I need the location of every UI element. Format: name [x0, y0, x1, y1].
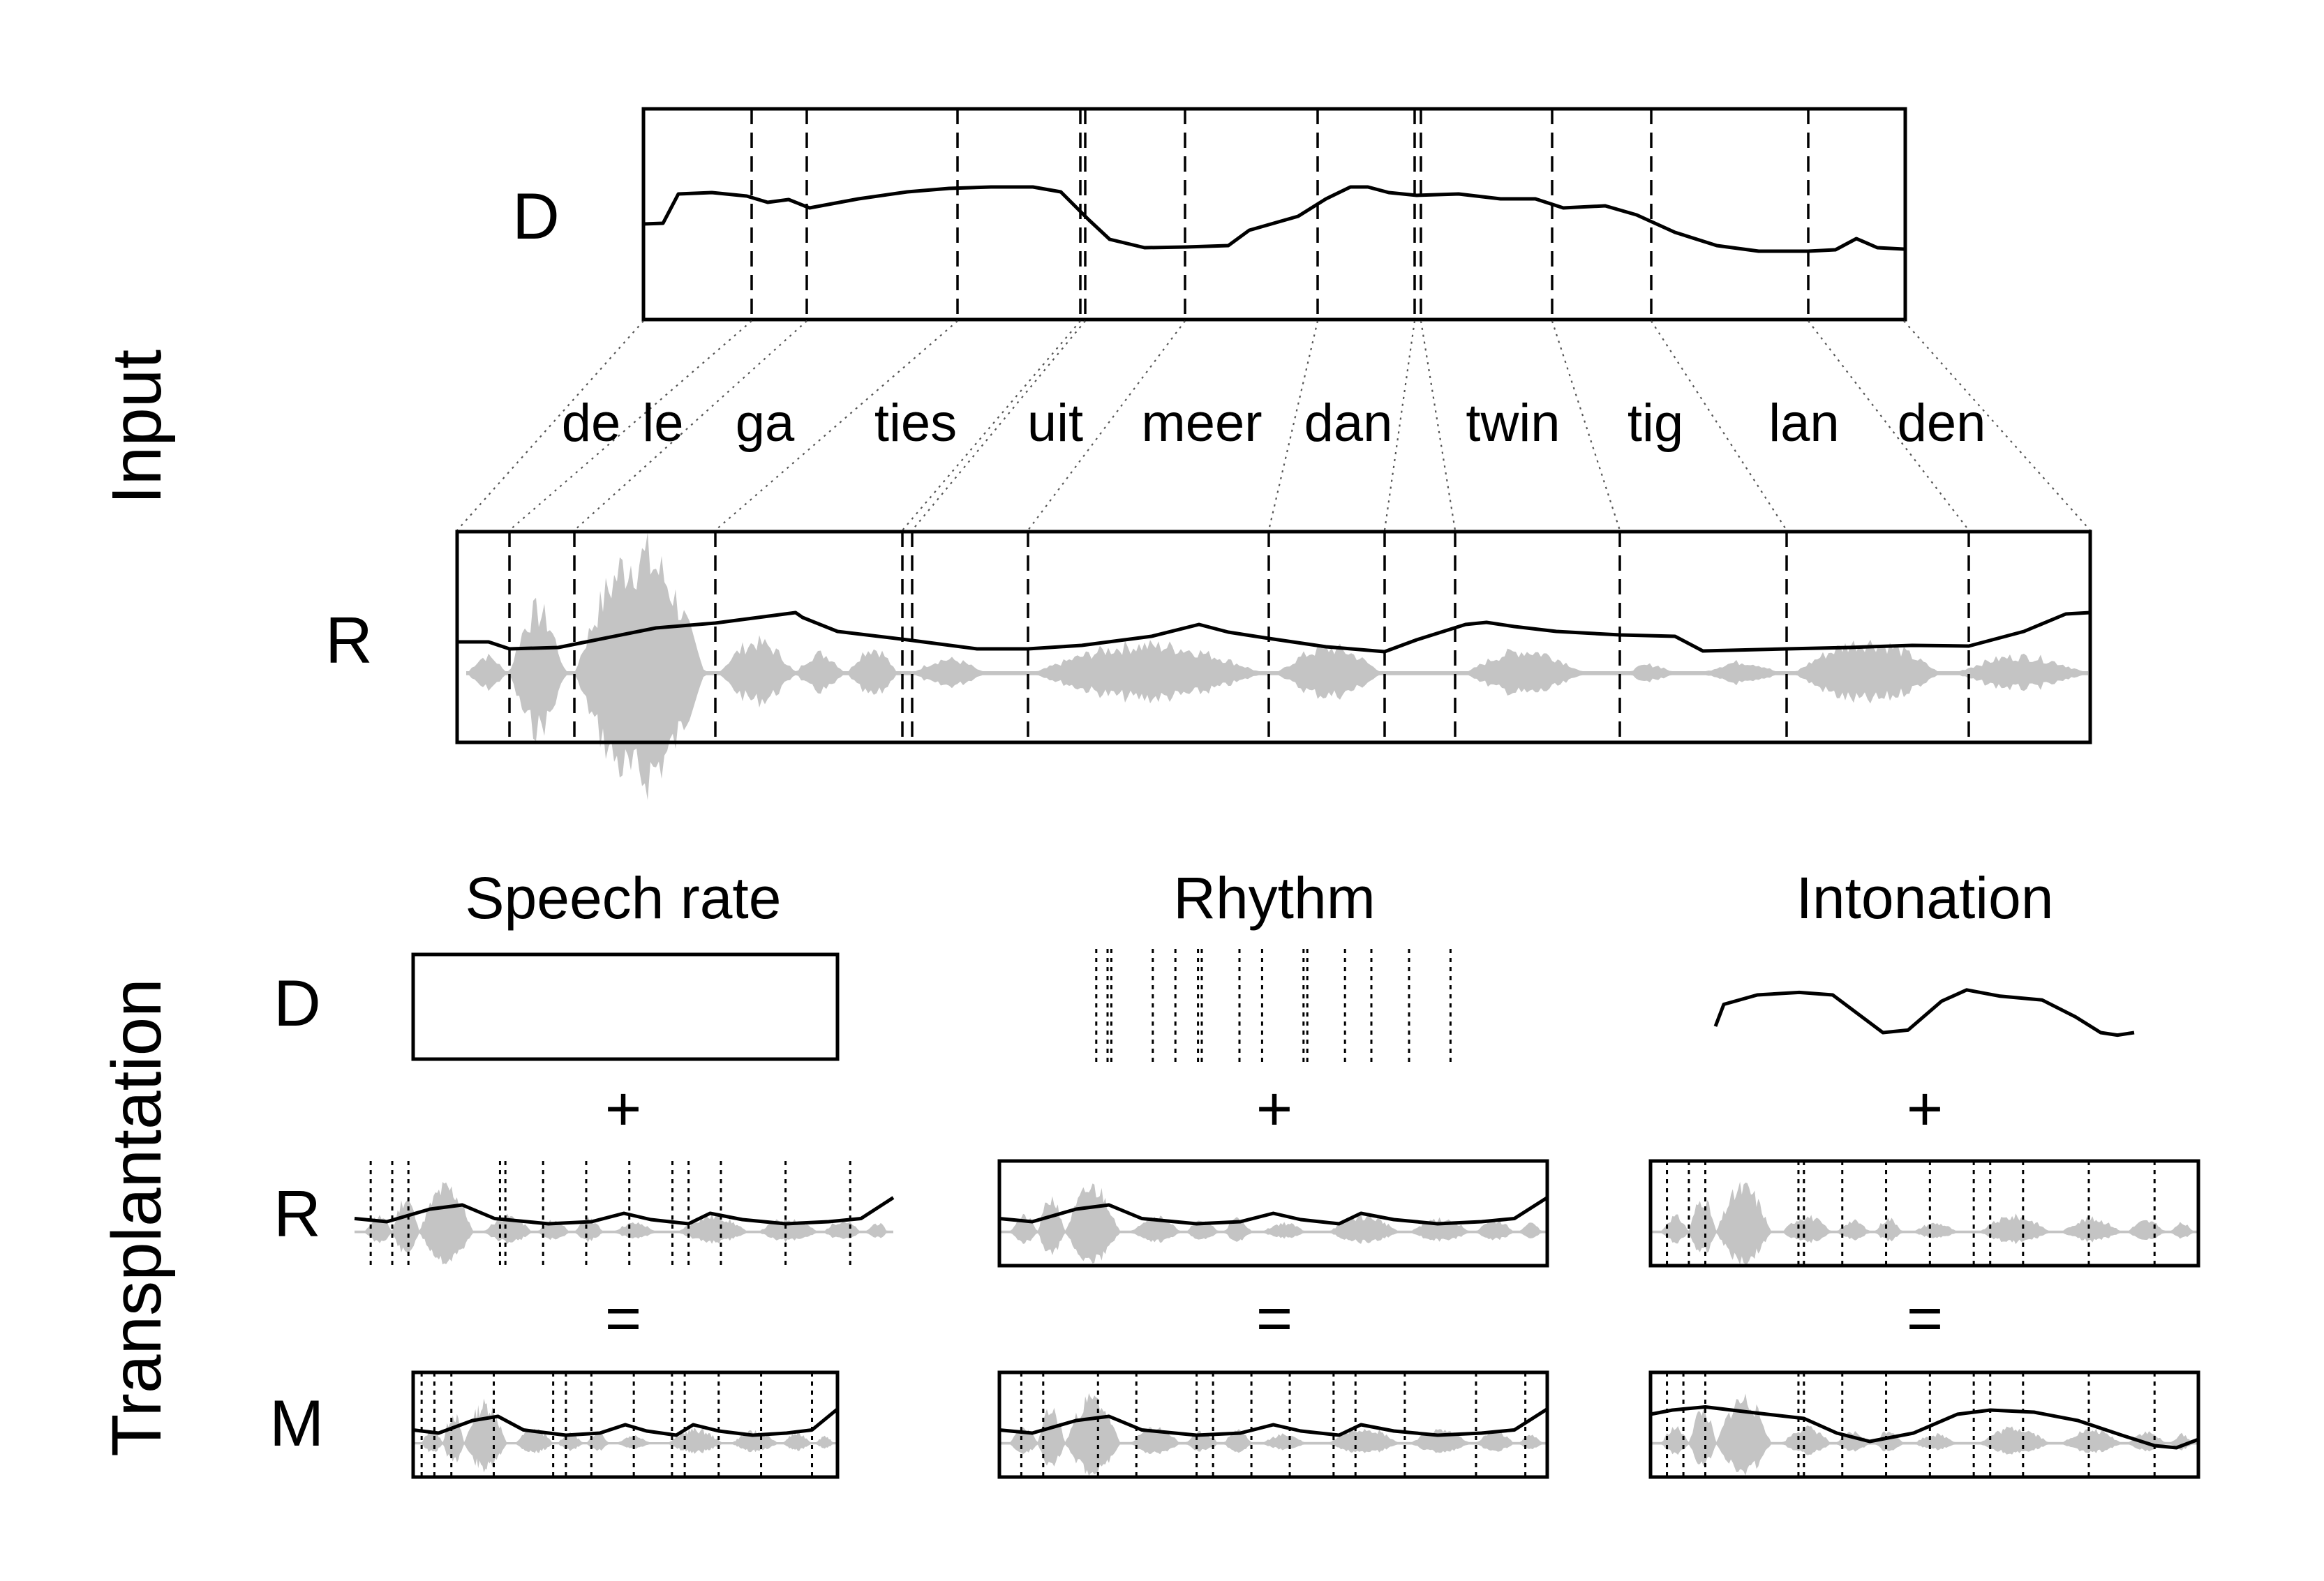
rhythm-title: Rhythm: [1173, 865, 1375, 931]
donor-pitch-contour: [643, 185, 1905, 253]
recipient-panel-frame: [455, 530, 2092, 744]
syllable-labels: de le ga ties uit meer dan twin tig lan den: [562, 394, 1986, 453]
syllable-label: tig: [1627, 394, 1683, 453]
intonation-recipient-frame: [1648, 1159, 2200, 1268]
input-recipient-label: R: [325, 604, 373, 677]
boundary-connector: [1267, 320, 1319, 531]
intonation-equals: =: [1907, 1284, 1944, 1354]
donor-row-label: D: [274, 966, 321, 1040]
input-recipient-panel: [455, 530, 2092, 800]
recipient-waveform: [466, 532, 2088, 800]
speech-rate-donor-frame: [411, 952, 840, 1061]
syllable-label: ga: [736, 394, 795, 453]
input-donor-label: D: [512, 179, 560, 253]
syllable-label: meer: [1141, 394, 1262, 453]
speech-rate-output-frame: [411, 1370, 840, 1479]
transplantation-side-label: Transplantation: [98, 978, 176, 1457]
boundary-connector: [1551, 320, 1621, 531]
rhythm-recipient-pitch: [999, 1196, 1549, 1226]
syllable-label: de: [562, 394, 621, 453]
intonation-donor-pitch: [1713, 988, 2135, 1037]
input-donor-panel: [641, 107, 1907, 322]
syllable-connectors: [456, 320, 2091, 531]
boundary-connector: [509, 320, 752, 531]
boundary-connector: [1903, 320, 2091, 531]
syllable-label: den: [1898, 394, 1986, 453]
manipulated-row-label: M: [269, 1386, 324, 1460]
donor-panel-frame: [641, 107, 1907, 322]
intonation-output-pitch: [1650, 1405, 2199, 1450]
rhythm-output-frame: [997, 1370, 1549, 1479]
intonation-output-waveform: [1651, 1393, 2198, 1476]
speech-rate-recipient-pitch: [354, 1196, 895, 1226]
boundary-connector: [1420, 320, 1457, 531]
boundary-connector: [456, 320, 644, 531]
transplantation-panels: [354, 949, 2200, 1479]
rhythm-plus: +: [1256, 1074, 1293, 1144]
boundary-connector: [1383, 320, 1416, 531]
intonation-recipient-waveform: [1651, 1181, 2198, 1265]
speech-rate-title: Speech rate: [465, 865, 782, 931]
input-side-label: Input: [98, 350, 176, 505]
recipient-pitch-contour: [457, 610, 2091, 654]
intonation-plus: +: [1907, 1074, 1944, 1144]
rhythm-equals: =: [1256, 1284, 1293, 1354]
rhythm-output-pitch: [999, 1407, 1549, 1437]
speech-rate-equals: =: [605, 1284, 642, 1354]
speech-rate-plus: +: [605, 1074, 642, 1144]
boundary-connector: [715, 320, 958, 531]
syllable-label: le: [642, 394, 683, 453]
intonation-output-frame: [1648, 1370, 2200, 1479]
syllable-label: uit: [1027, 394, 1083, 453]
rhythm-recipient-frame: [997, 1159, 1549, 1268]
speech-rate-output-pitch: [412, 1407, 839, 1437]
syllable-label: ties: [874, 394, 957, 453]
syllable-label: lan: [1768, 394, 1839, 453]
boundary-connector: [1027, 320, 1186, 531]
syllable-label: twin: [1466, 394, 1560, 453]
recipient-row-label: R: [274, 1177, 321, 1250]
syllable-label: dan: [1304, 394, 1393, 453]
intonation-title: Intonation: [1796, 865, 2054, 931]
